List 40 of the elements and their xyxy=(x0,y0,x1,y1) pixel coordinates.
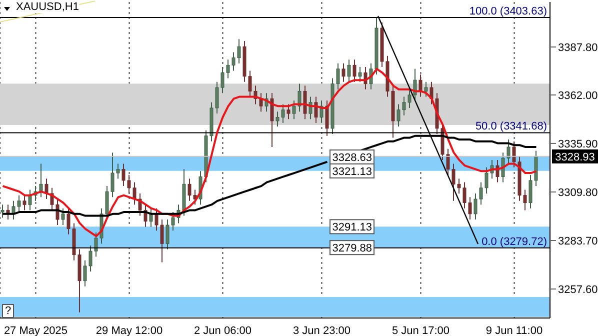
y-tick-label: 3362.00 xyxy=(558,90,598,102)
candlestick xyxy=(270,92,274,148)
candlestick xyxy=(39,163,43,198)
annotation: 3321.13 xyxy=(332,166,372,178)
x-tick-label: 9 Jun 11:00 xyxy=(486,324,543,336)
y-tick-label: 3387.80 xyxy=(558,42,598,54)
candlestick xyxy=(342,62,346,82)
ref-line-label: 50.0 (3341.68) xyxy=(475,120,547,133)
x-tick-label: 2 Jun 06:00 xyxy=(194,324,252,336)
annotation: 3291.13 xyxy=(332,222,372,234)
ref-line-label: 100.0 (3403.63) xyxy=(469,6,547,18)
candlestick xyxy=(259,92,263,112)
candlestick xyxy=(22,194,26,211)
candlestick xyxy=(149,208,153,228)
candlestick xyxy=(347,59,351,82)
annotation: 3328.63 xyxy=(332,152,372,164)
candlestick xyxy=(61,208,65,226)
y-tick-label: 3257.60 xyxy=(558,284,598,296)
candlestick xyxy=(352,59,356,82)
annotation: 3279.88 xyxy=(332,242,372,255)
candlestick xyxy=(0,204,4,218)
x-tick-label: 27 May 2025 xyxy=(4,324,68,336)
y-tick-label: 3283.70 xyxy=(558,235,598,248)
candlestick xyxy=(424,81,428,98)
annotation: ? xyxy=(2,304,14,318)
y-tick-label: 3335.90 xyxy=(558,138,598,150)
x-tick-label: 5 Jun 17:00 xyxy=(392,324,450,336)
candlestick xyxy=(303,85,307,120)
candlestick xyxy=(358,66,362,82)
candlestick xyxy=(418,74,422,98)
chart-title: XAUUSD,H1 xyxy=(16,1,79,13)
x-tick-label: 3 Jun 23:00 xyxy=(293,324,350,336)
ref-line-label: 0.0 (3279.72) xyxy=(482,236,547,248)
candlestick xyxy=(44,178,48,200)
x-tick-label: 29 May 12:00 xyxy=(96,324,163,336)
candlestick xyxy=(28,189,32,211)
y-tick-label: 3309.80 xyxy=(558,186,598,199)
ref-line-label: 3328.93 xyxy=(555,151,595,164)
candlestick xyxy=(286,104,290,120)
candlestick xyxy=(325,100,329,136)
